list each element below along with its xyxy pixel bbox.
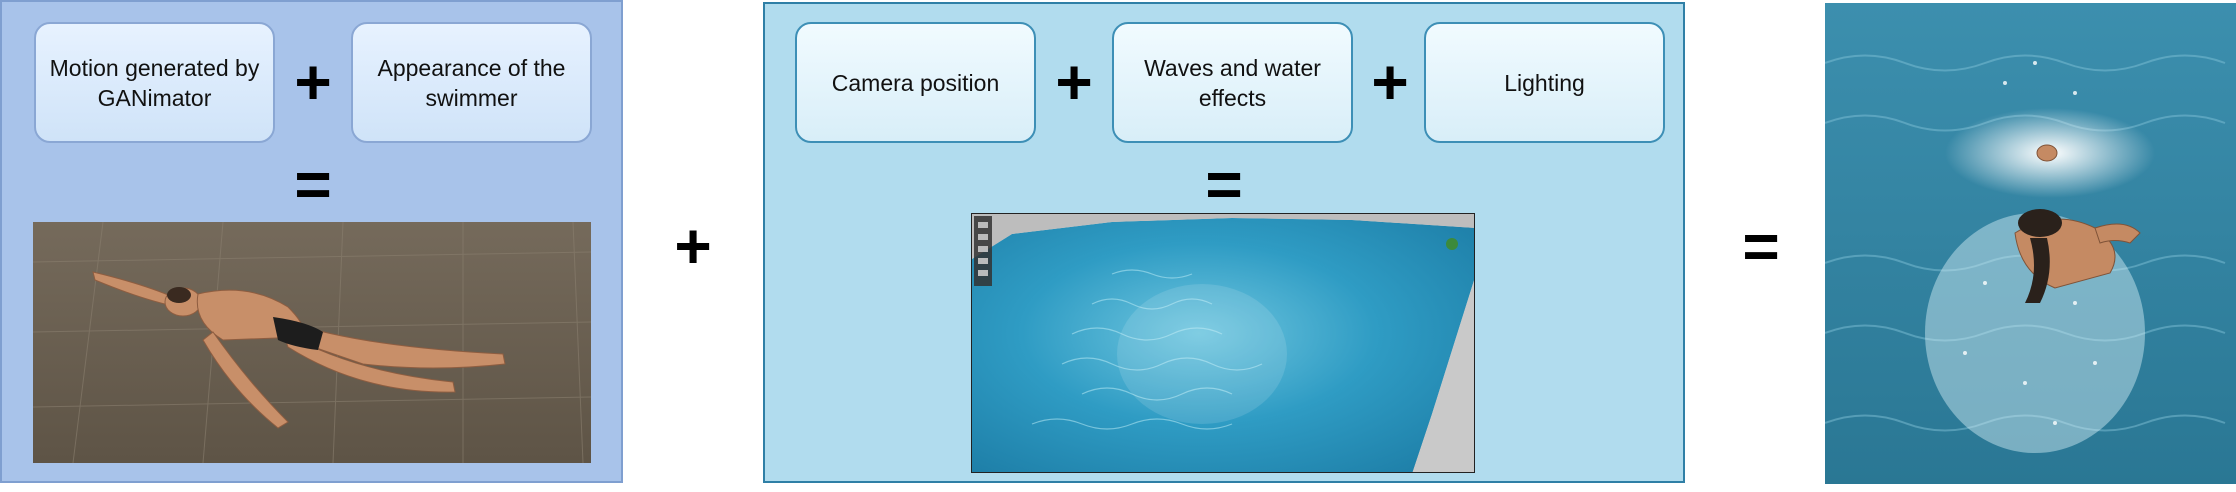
camera-position-box: Camera position <box>795 22 1036 143</box>
waves-box-label: Waves and water effects <box>1144 54 1321 111</box>
result-render-image <box>1825 3 2236 484</box>
appearance-box-label: Appearance of the swimmer <box>377 54 566 111</box>
waves-box: Waves and water effects <box>1112 22 1353 143</box>
appearance-box: Appearance of the swimmer <box>351 22 592 143</box>
equals-operator-before-result: = <box>1742 210 1780 282</box>
equals-operator-mid: = <box>1205 148 1243 220</box>
plus-operator-between-panels: + <box>674 210 712 282</box>
pool-render-image <box>971 213 1475 473</box>
plus-operator-mid-1: + <box>1055 46 1093 118</box>
plus-operator-left: + <box>294 46 332 118</box>
camera-position-label: Camera position <box>831 69 1000 96</box>
equals-operator-left: = <box>294 148 332 220</box>
lighting-box: Lighting <box>1424 22 1665 143</box>
motion-box: Motion generated by GANimator <box>34 22 275 143</box>
motion-box-label: Motion generated by GANimator <box>49 54 260 111</box>
swimmer-render-image <box>33 222 591 463</box>
plus-operator-mid-2: + <box>1371 46 1409 118</box>
lighting-box-label: Lighting <box>1504 69 1585 96</box>
